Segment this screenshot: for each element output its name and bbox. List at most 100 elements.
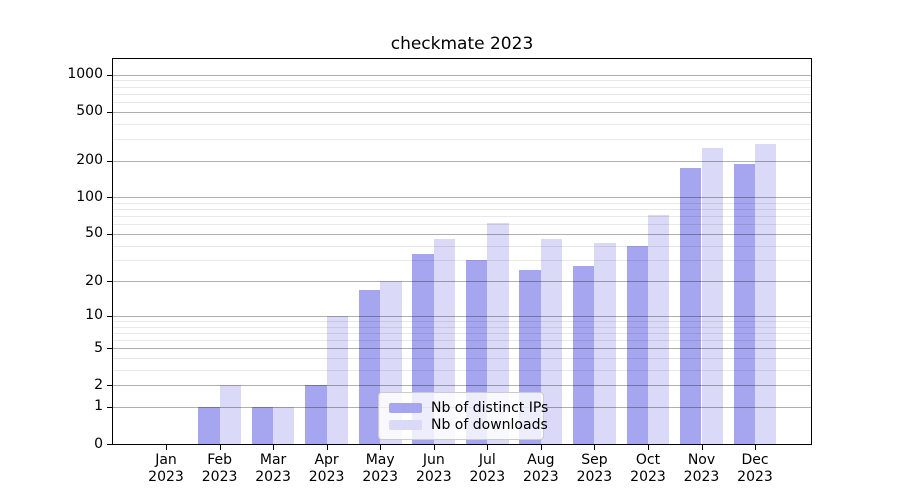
x-tick-jul [487, 445, 489, 450]
x-tick-label-nov: Nov 2023 [683, 452, 720, 485]
gridline-major-2 [113, 385, 811, 387]
gridline-minor-9 [113, 320, 811, 322]
gridline-minor-700 [113, 93, 811, 95]
y-tick-label-5: 5 [94, 339, 103, 356]
y-tick-label-100: 100 [76, 188, 103, 205]
x-tick-label-mar: Mar 2023 [255, 452, 291, 485]
y-tick-label-2: 2 [94, 376, 103, 393]
x-tick-label-dec: Dec 2023 [737, 452, 773, 485]
bar-downloads-dec [755, 143, 777, 444]
gridline-minor-800 [113, 86, 811, 88]
y-tick-label-200: 200 [76, 152, 103, 168]
bar-downloads-mar [273, 406, 295, 444]
gridline-minor-90 [113, 202, 811, 204]
gridline-minor-30 [113, 260, 811, 262]
y-tick-200 [107, 160, 112, 162]
x-tick-jun [433, 445, 435, 450]
legend-swatch-downloads [389, 419, 422, 430]
grid-layer [113, 59, 811, 444]
y-tick-0 [107, 444, 112, 445]
y-tick-500 [107, 111, 112, 113]
y-tick-1 [107, 406, 112, 408]
gridline-minor-4 [113, 358, 811, 359]
legend-swatch-distinct-ips [389, 402, 422, 413]
x-tick-sep [594, 445, 596, 450]
gridline-major-10 [113, 315, 811, 317]
chart-title: checkmate 2023 [390, 34, 534, 54]
y-tick-label-20: 20 [85, 272, 103, 289]
x-tick-nov [701, 445, 703, 450]
x-tick-aug [540, 445, 542, 450]
x-tick-label-aug: Aug 2023 [522, 452, 559, 485]
plot-area: Nb of distinct IPs Nb of downloads [112, 58, 812, 445]
gridline-minor-600 [113, 101, 811, 103]
x-tick-label-sep: Sep 2023 [576, 452, 613, 485]
bar-ips-oct [626, 245, 648, 444]
bar-ips-sep [573, 265, 595, 444]
y-tick-100 [107, 197, 112, 199]
x-tick-label-jul: Jul 2023 [469, 452, 506, 485]
y-tick-1000 [107, 74, 112, 76]
legend-item-distinct-ips: Nb of distinct IPs [389, 399, 548, 416]
gridline-minor-6 [113, 340, 811, 341]
bar-ips-dec [733, 163, 755, 444]
bar-downloads-oct [648, 214, 670, 444]
bar-downloads-feb [219, 385, 241, 444]
bar-downloads-sep [594, 242, 616, 444]
x-tick-feb [219, 445, 221, 450]
gridline-major-100 [113, 197, 811, 199]
gridline-minor-80 [113, 209, 811, 211]
legend-label-distinct-ips: Nb of distinct IPs [431, 399, 549, 416]
bar-ips-nov [680, 167, 702, 444]
y-tick-10 [107, 315, 112, 317]
gridline-major-5 [113, 348, 811, 350]
gridline-minor-7 [113, 332, 811, 334]
x-tick-apr [326, 445, 328, 450]
gridline-minor-60 [113, 224, 811, 226]
legend-label-downloads: Nb of downloads [431, 416, 548, 433]
x-tick-mar [273, 445, 275, 450]
gridline-minor-40 [113, 245, 811, 247]
x-tick-may [380, 445, 382, 450]
y-tick-label-1: 1 [94, 398, 103, 415]
x-tick-label-apr: Apr 2023 [308, 452, 345, 485]
y-tick-2 [107, 385, 112, 387]
legend: Nb of distinct IPs Nb of downloads [378, 392, 548, 440]
y-tick-50 [107, 233, 112, 235]
bar-ips-feb [198, 406, 220, 444]
y-tick-label-500: 500 [76, 103, 103, 120]
bar-downloads-apr [326, 315, 348, 444]
x-tick-label-feb: Feb 2023 [201, 452, 238, 485]
y-tick-20 [107, 281, 112, 283]
gridline-minor-300 [113, 138, 811, 140]
x-tick-label-oct: Oct 2023 [630, 452, 666, 485]
gridline-minor-400 [113, 123, 811, 125]
gridline-major-200 [113, 160, 811, 162]
bar-ips-apr [305, 385, 327, 444]
x-tick-label-may: May 2023 [362, 452, 398, 485]
gridline-minor-3 [113, 369, 811, 371]
bar-downloads-nov [701, 147, 723, 444]
gridline-major-1000 [113, 74, 811, 76]
legend-item-downloads: Nb of downloads [389, 416, 548, 433]
gridline-major-500 [113, 111, 811, 113]
x-tick-label-jan: Jan 2023 [148, 452, 184, 485]
x-tick-oct [648, 445, 649, 450]
bar-ips-mar [251, 406, 274, 444]
x-tick-dec [755, 445, 756, 450]
gridline-major-50 [113, 233, 811, 235]
gridline-minor-8 [113, 326, 811, 328]
y-tick-label-50: 50 [85, 225, 103, 242]
gridline-minor-900 [113, 80, 811, 82]
x-tick-jan [166, 445, 167, 450]
bar-ips-may [358, 289, 381, 444]
y-tick-5 [107, 348, 112, 350]
y-tick-label-0: 0 [94, 435, 103, 452]
y-tick-label-10: 10 [85, 307, 103, 324]
gridline-minor-70 [113, 216, 811, 218]
x-tick-label-jun: Jun 2023 [415, 452, 452, 485]
bar-downloads-aug [540, 239, 563, 444]
gridline-major-20 [113, 281, 811, 283]
y-tick-label-1000: 1000 [67, 66, 103, 83]
